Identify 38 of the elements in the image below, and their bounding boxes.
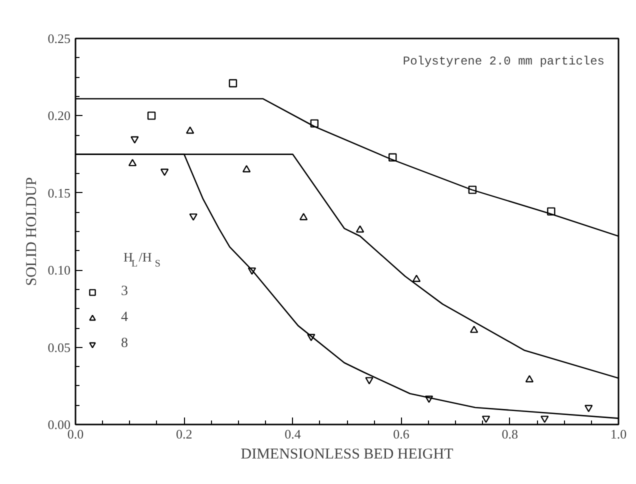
point xyxy=(299,212,308,220)
point xyxy=(424,396,434,403)
x-tick-label: 0.8 xyxy=(502,426,518,442)
point xyxy=(468,186,477,194)
legend-label: 4 xyxy=(121,310,129,326)
annotation: Polystyrene 2.0 mm particles xyxy=(402,54,605,68)
point xyxy=(307,334,316,342)
point xyxy=(189,213,198,221)
point xyxy=(147,112,156,120)
y-tick-label: 0.05 xyxy=(48,340,70,355)
y-tick-label: 0.10 xyxy=(48,262,70,278)
y-tick-label: 0.25 xyxy=(48,31,70,46)
x-tick-label: 1.0 xyxy=(610,426,627,442)
y-axis-title: SOLID HOLDUP xyxy=(24,177,40,286)
x-tick-label: 0.4 xyxy=(284,426,302,442)
x-axis-title: DIMENSIONLESS BED HEIGHT xyxy=(240,446,454,462)
point xyxy=(248,267,256,275)
y-tick-label: 0.20 xyxy=(48,108,70,124)
point xyxy=(242,165,251,172)
point xyxy=(584,404,593,412)
x-tick-label: 0.2 xyxy=(176,426,192,442)
legend-label: 8 xyxy=(121,336,129,352)
point xyxy=(310,119,319,128)
point xyxy=(365,377,374,384)
y-tick-label: 0.00 xyxy=(48,417,70,432)
point xyxy=(356,225,364,233)
point xyxy=(540,416,549,423)
point xyxy=(482,416,490,423)
point xyxy=(130,136,139,144)
x-tick-label: 0.6 xyxy=(393,426,410,442)
legend-label: 3 xyxy=(121,284,129,300)
point xyxy=(128,158,137,166)
y-tick-label: 0.15 xyxy=(48,185,70,200)
point xyxy=(547,207,556,216)
point xyxy=(186,126,194,134)
point xyxy=(388,153,397,162)
point xyxy=(228,79,238,88)
point xyxy=(160,168,169,176)
